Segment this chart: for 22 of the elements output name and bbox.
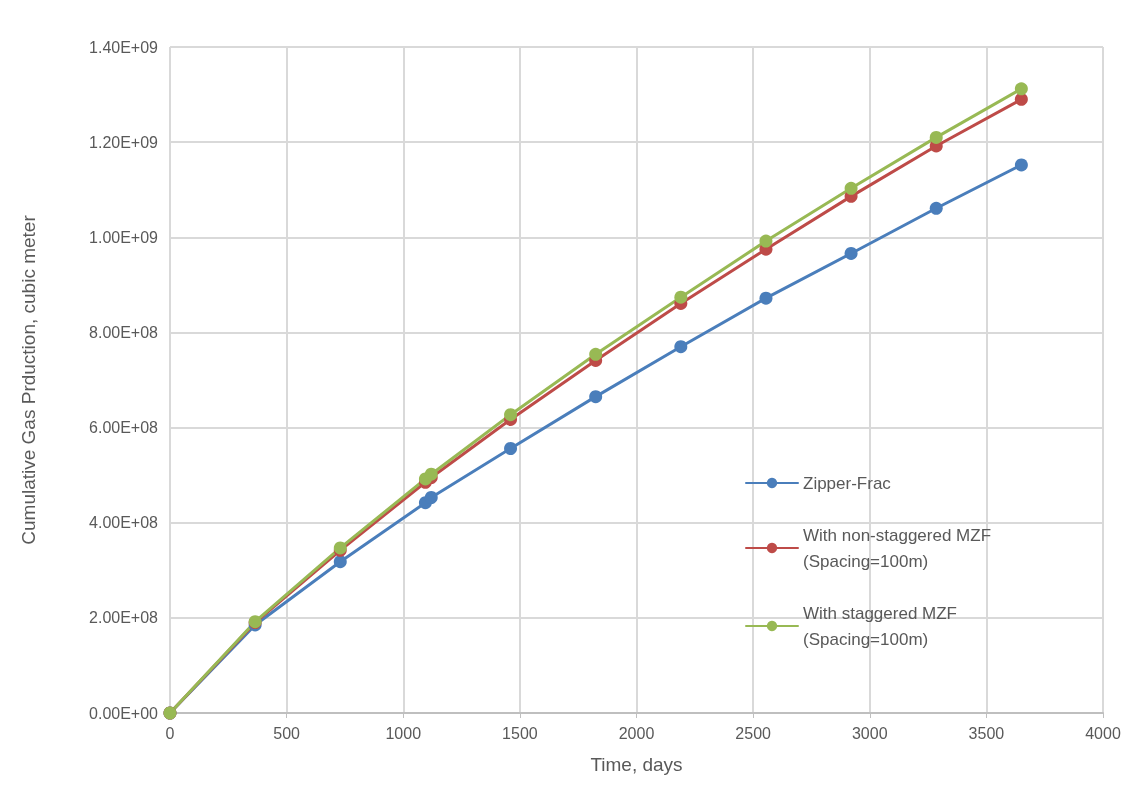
y-tick-label: 1.20E+09 — [89, 133, 159, 151]
legend-label: With staggered MZF (Spacing=100m) — [803, 603, 962, 649]
x-tick-label: 3000 — [851, 724, 888, 742]
x-tick-label: 1500 — [502, 724, 538, 742]
y-tick-label: 6.00E+08 — [89, 419, 159, 437]
x-tick-label: 0 — [165, 724, 175, 742]
y-tick-label: 2.00E+08 — [89, 609, 159, 627]
y-axis-title: Cumulative Gas Prduction, cubic meter — [18, 214, 39, 545]
x-tick-label: 2000 — [618, 724, 655, 742]
x-tick-label: 500 — [273, 724, 301, 742]
y-tick-label: 1.00E+09 — [89, 228, 159, 246]
y-tick-label: 8.00E+08 — [89, 323, 159, 341]
x-tick-label: 3500 — [968, 724, 1005, 742]
x-axis-title: Time, days — [590, 754, 683, 775]
y-tick-label: 4.00E+08 — [89, 514, 159, 532]
legend-label: Zipper-Frac — [803, 473, 892, 493]
x-tick-label: 4000 — [1085, 724, 1121, 742]
x-tick-label: 2500 — [735, 724, 772, 742]
x-tick-label: 1000 — [385, 724, 422, 742]
y-tick-label: 1.40E+09 — [89, 38, 159, 56]
y-tick-label: 0.00E+00 — [89, 704, 159, 722]
legend-label: With non-staggered MZF (Spacing=100m) — [803, 525, 996, 571]
